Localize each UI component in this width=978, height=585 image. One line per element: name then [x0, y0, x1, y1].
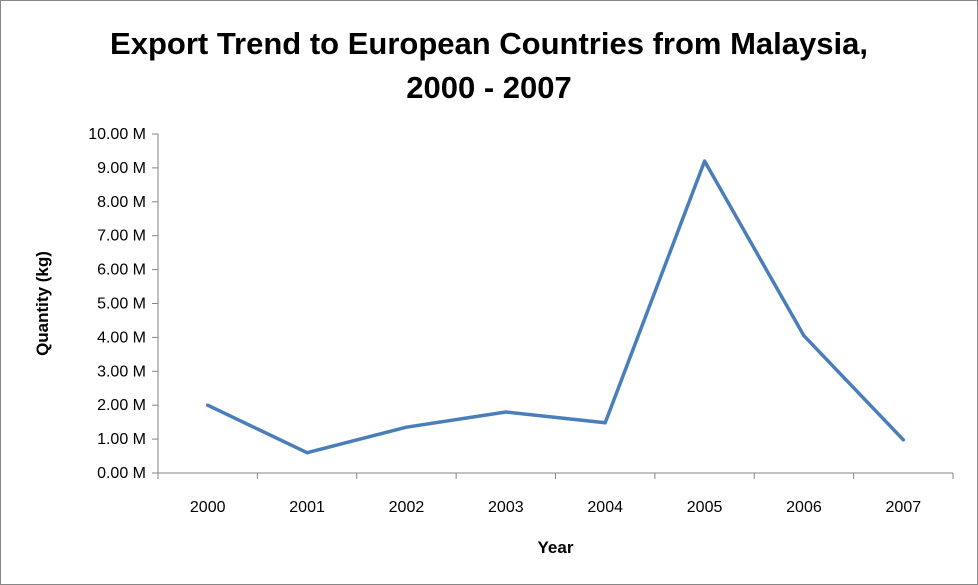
y-tick-label: 1.00 M	[97, 431, 146, 448]
data-point	[802, 334, 806, 338]
x-axis-ticks: 2000 2001 2002 2003 2004 2005 2006 2007	[157, 473, 954, 516]
y-tick-label: 2.00 M	[97, 397, 146, 414]
y-axis-title: Quantity (kg)	[33, 251, 52, 356]
data-point	[305, 451, 309, 455]
x-tick-label: 2003	[488, 499, 524, 516]
x-tick-label: 2004	[587, 499, 623, 516]
data-point	[404, 425, 408, 429]
chart-title: Export Trend to European Countries from …	[0, 22, 978, 110]
y-axis-ticks: 0.00 M 1.00 M 2.00 M 3.00 M 4.00 M 5.00 M 6.00…	[88, 126, 158, 482]
data-point	[504, 410, 508, 414]
y-tick-label: 8.00 M	[97, 194, 146, 211]
y-tick-label: 5.00 M	[97, 296, 146, 313]
x-tick-label: 2000	[190, 499, 226, 516]
y-tick-label: 4.00 M	[97, 329, 146, 346]
x-tick-label: 2001	[289, 499, 325, 516]
series-line	[205, 159, 906, 455]
y-tick-label: 10.00 M	[88, 126, 146, 143]
x-axis-title: Year	[538, 538, 574, 557]
x-tick-label: 2002	[389, 499, 425, 516]
data-point	[901, 438, 905, 442]
chart-title-line-1: Export Trend to European Countries from …	[110, 26, 868, 61]
y-tick-label: 7.00 M	[97, 228, 146, 245]
chart-title-line-2: 2000 - 2007	[406, 70, 572, 105]
data-point	[703, 159, 707, 163]
y-tick-label: 0.00 M	[97, 465, 146, 482]
series-layer	[205, 159, 906, 455]
y-tick-label: 9.00 M	[97, 160, 146, 177]
data-point	[603, 421, 607, 425]
x-tick-label: 2007	[886, 499, 922, 516]
x-tick-label: 2005	[687, 499, 723, 516]
y-tick-label: 6.00 M	[97, 262, 146, 279]
axes	[157, 134, 953, 474]
y-tick-label: 3.00 M	[97, 363, 146, 380]
data-point	[206, 403, 210, 407]
x-tick-label: 2006	[786, 499, 822, 516]
